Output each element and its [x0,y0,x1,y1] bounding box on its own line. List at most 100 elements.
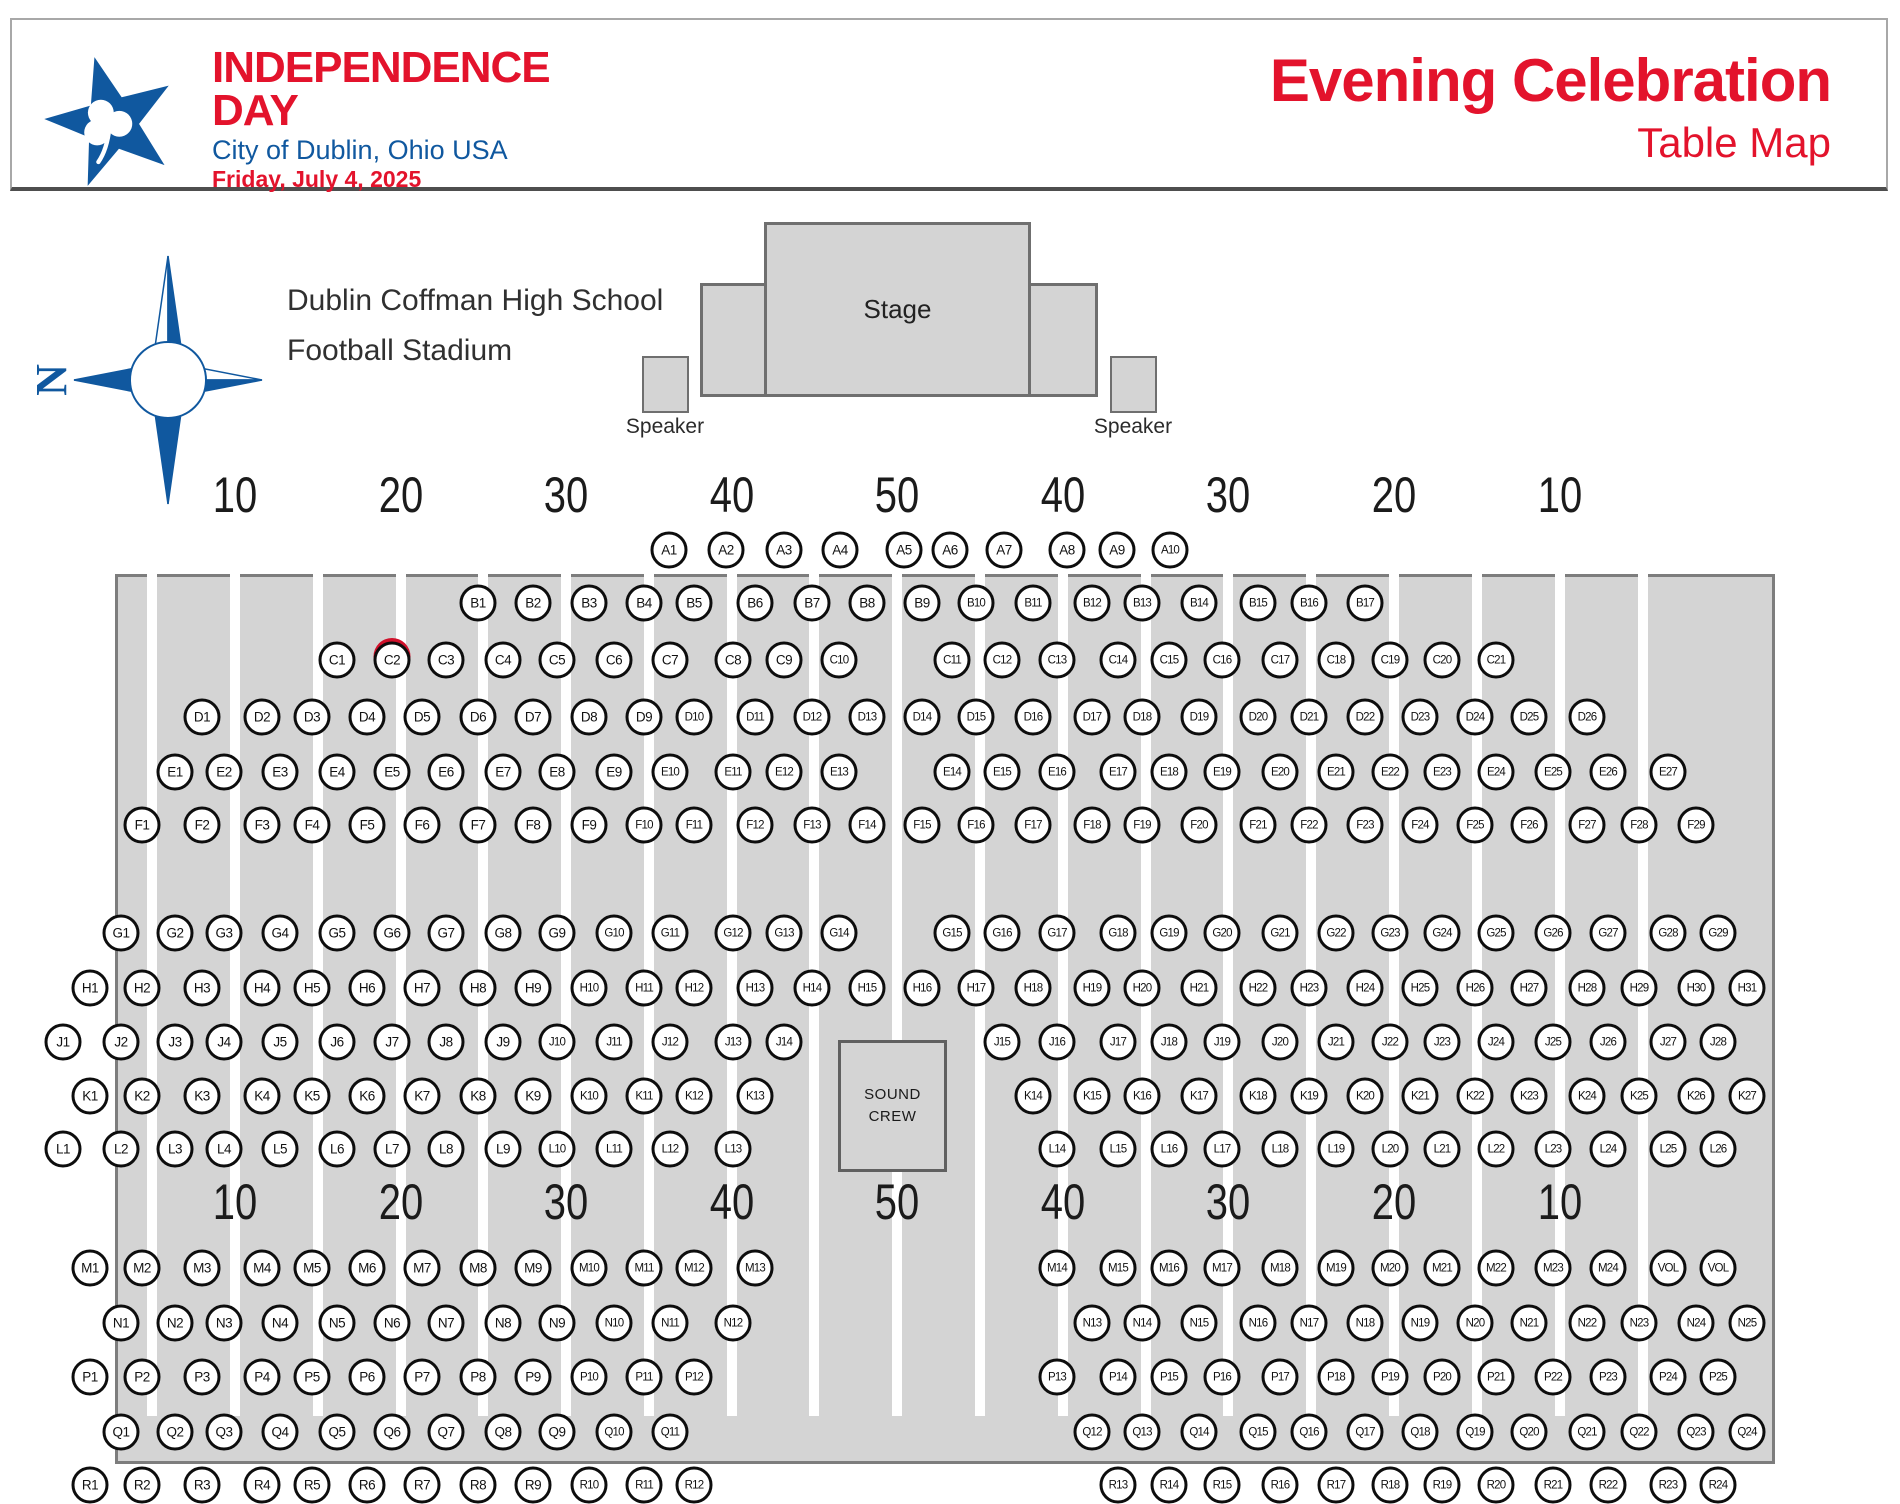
table-F12: F12 [736,806,774,844]
table-B3: B3 [570,584,608,622]
table-L16: L16 [1150,1130,1188,1168]
table-G16: G16 [983,914,1021,952]
table-Q21: Q21 [1568,1413,1606,1451]
table-F15: F15 [903,806,941,844]
table-B11: B11 [1014,584,1052,622]
table-R4: R4 [243,1466,281,1504]
table-N20: N20 [1456,1304,1494,1342]
table-E6: E6 [427,753,465,791]
table-F19: F19 [1123,806,1161,844]
venue-line1: Dublin Coffman High School [287,284,664,317]
table-C21: C21 [1477,641,1515,679]
table-R22: R22 [1589,1466,1627,1504]
table-VOL: VOL [1649,1249,1687,1287]
table-R7: R7 [403,1466,441,1504]
table-L21: L21 [1423,1130,1461,1168]
table-P11: P11 [625,1358,663,1396]
table-P20: P20 [1423,1358,1461,1396]
table-H24: H24 [1346,969,1384,1007]
table-R2: R2 [123,1466,161,1504]
yard-number-30: 30 [1205,467,1251,523]
table-K8: K8 [459,1077,497,1115]
table-N17: N17 [1290,1304,1328,1342]
table-M11: M11 [625,1249,663,1287]
table-J8: J8 [427,1023,465,1061]
table-E12: E12 [765,753,803,791]
table-J24: J24 [1477,1023,1515,1061]
table-M22: M22 [1477,1249,1515,1287]
table-H19: H19 [1073,969,1111,1007]
table-N11: N11 [651,1304,689,1342]
table-C14: C14 [1099,641,1137,679]
table-D11: D11 [736,698,774,736]
table-K1: K1 [71,1077,109,1115]
table-H26: H26 [1456,969,1494,1007]
table-F18: F18 [1073,806,1111,844]
table-Q15: Q15 [1239,1413,1277,1451]
compass-north-label: N [27,364,76,396]
table-D9: D9 [625,698,663,736]
table-G11: G11 [651,914,689,952]
table-Q9: Q9 [538,1413,576,1451]
table-F29: F29 [1677,806,1715,844]
table-N3: N3 [205,1304,243,1342]
yard-number-40: 40 [709,467,755,523]
table-L24: L24 [1589,1130,1627,1168]
table-N25: N25 [1728,1304,1766,1342]
table-M2: M2 [123,1249,161,1287]
table-J11: J11 [595,1023,633,1061]
table-E26: E26 [1589,753,1627,791]
table-R3: R3 [183,1466,221,1504]
table-H27: H27 [1510,969,1548,1007]
speaker-left [642,356,689,413]
table-L18: L18 [1261,1130,1299,1168]
table-G21: G21 [1261,914,1299,952]
table-L10: L10 [538,1130,576,1168]
table-M18: M18 [1261,1249,1299,1287]
table-H21: H21 [1180,969,1218,1007]
table-N18: N18 [1346,1304,1384,1342]
table-Q11: Q11 [651,1413,689,1451]
table-J1: J1 [44,1023,82,1061]
table-K18: K18 [1239,1077,1277,1115]
table-G29: G29 [1699,914,1737,952]
table-Q16: Q16 [1290,1413,1328,1451]
sound-crew-line1: SOUND [864,1086,921,1103]
table-E1: E1 [156,753,194,791]
table-L15: L15 [1099,1130,1137,1168]
table-Q3: Q3 [205,1413,243,1451]
table-B4: B4 [625,584,663,622]
table-D22: D22 [1346,698,1384,736]
table-L20: L20 [1371,1130,1409,1168]
table-G26: G26 [1534,914,1572,952]
speaker-right [1110,356,1157,413]
table-C17: C17 [1261,641,1299,679]
table-D6: D6 [459,698,497,736]
table-R5: R5 [293,1466,331,1504]
table-H25: H25 [1401,969,1439,1007]
yard-number-10: 10 [212,467,258,523]
table-E16: E16 [1038,753,1076,791]
table-H28: H28 [1568,969,1606,1007]
table-Q5: Q5 [318,1413,356,1451]
table-R13: R13 [1099,1466,1137,1504]
yard-number-30: 30 [543,1174,589,1230]
table-M9: M9 [514,1249,552,1287]
table-D2: D2 [243,698,281,736]
table-H4: H4 [243,969,281,1007]
table-M10: M10 [570,1249,608,1287]
dublin-star-shamrock-logo [44,57,169,186]
table-N13: N13 [1073,1304,1111,1342]
table-Q18: Q18 [1401,1413,1439,1451]
table-N1: N1 [102,1304,140,1342]
table-M6: M6 [348,1249,386,1287]
table-Q1: Q1 [102,1413,140,1451]
yard-line [1223,574,1233,1416]
yard-line [1389,574,1399,1416]
table-F1: F1 [123,806,161,844]
table-E20: E20 [1261,753,1299,791]
table-F11: F11 [675,806,713,844]
table-R24: R24 [1699,1466,1737,1504]
table-K14: K14 [1014,1077,1052,1115]
table-L23: L23 [1534,1130,1572,1168]
